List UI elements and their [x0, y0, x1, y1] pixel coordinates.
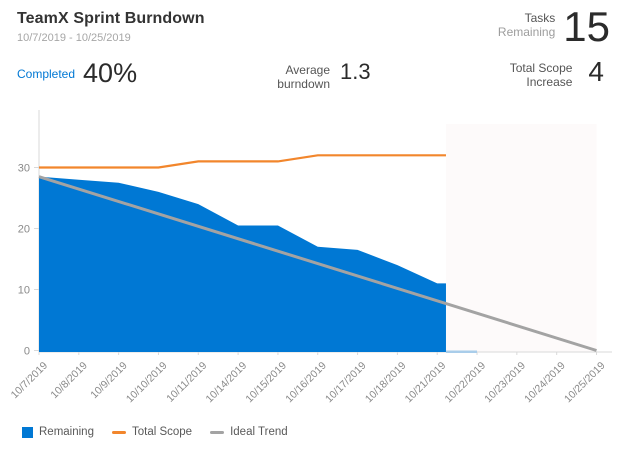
- ideal-trend-line: [38, 175, 597, 352]
- x-axis-date-label: 10/21/2019: [403, 360, 449, 406]
- x-axis-date-label: 10/8/2019: [48, 360, 90, 402]
- x-axis-date-label: 10/25/2019: [562, 360, 608, 406]
- title-block: TeamX Sprint Burndown 10/7/2019 - 10/25/…: [17, 10, 205, 44]
- total-scope-increase-stat: Total Scope Increase 4: [510, 56, 604, 90]
- legend-item-ideal-trend: Ideal Trend: [210, 426, 288, 438]
- sprint-date-range: 10/7/2019 - 10/25/2019: [17, 32, 131, 44]
- page-title: TeamX Sprint Burndown: [17, 10, 205, 27]
- x-axis-date-label: 10/11/2019: [164, 360, 209, 405]
- y-axis-tick-label: 30: [18, 163, 30, 175]
- x-axis-date-label: 10/9/2019: [88, 360, 130, 402]
- completed-value: 40%: [83, 58, 138, 88]
- average-burndown-label: Average burndown: [277, 63, 330, 92]
- legend-item-total-scope: Total Scope: [111, 426, 193, 438]
- current-day-zero-segment: [445, 350, 478, 353]
- legend-swatch: [111, 430, 126, 434]
- legend-label: Remaining: [39, 426, 94, 438]
- x-axis-date-label: 10/17/2019: [323, 360, 369, 406]
- total-scope-increase-label: Total Scope Increase: [509, 61, 573, 90]
- total-scope-increase-value: 4: [588, 56, 604, 87]
- x-axis-date-label: 10/22/2019: [443, 360, 489, 406]
- average-burndown-value: 1.3: [340, 59, 371, 84]
- chart-legend: Remaining Total Scope Ideal Trend: [22, 426, 288, 438]
- x-axis-date-label: 10/10/2019: [124, 360, 170, 406]
- future-days-region: [445, 124, 597, 352]
- y-axis-tick-label: 20: [18, 224, 30, 236]
- x-axis-date-label: 10/24/2019: [522, 360, 568, 406]
- tasks-remaining-value: 15: [563, 3, 610, 50]
- x-axis-date-label: 10/14/2019: [204, 360, 250, 406]
- y-axis-tick-label: 0: [24, 346, 30, 358]
- completed-stat: Completed 40%: [17, 60, 137, 87]
- average-burndown-stat: Average burndown 1.3: [256, 58, 371, 92]
- x-axis-date-label: 10/18/2019: [363, 360, 409, 406]
- x-axis-date-label: 10/15/2019: [243, 360, 289, 406]
- tasks-remaining-stat: Tasks Remaining 15: [498, 6, 610, 48]
- legend-swatch: [22, 426, 33, 438]
- x-axis-date-label: 10/23/2019: [482, 360, 528, 406]
- legend-label: Total Scope: [131, 426, 193, 438]
- legend-swatch: [210, 430, 225, 434]
- completed-label: Completed: [17, 66, 76, 81]
- x-axis-date-label: 10/7/2019: [9, 360, 51, 402]
- tasks-remaining-label: Tasks Remaining: [497, 11, 556, 40]
- y-axis-tick-label: 10: [18, 285, 30, 297]
- legend-label: Ideal Trend: [230, 426, 288, 438]
- total-scope-line: [39, 154, 446, 169]
- legend-item-remaining: Remaining: [22, 426, 94, 438]
- x-axis-date-label: 10/16/2019: [283, 360, 329, 406]
- remaining-area: [39, 176, 446, 352]
